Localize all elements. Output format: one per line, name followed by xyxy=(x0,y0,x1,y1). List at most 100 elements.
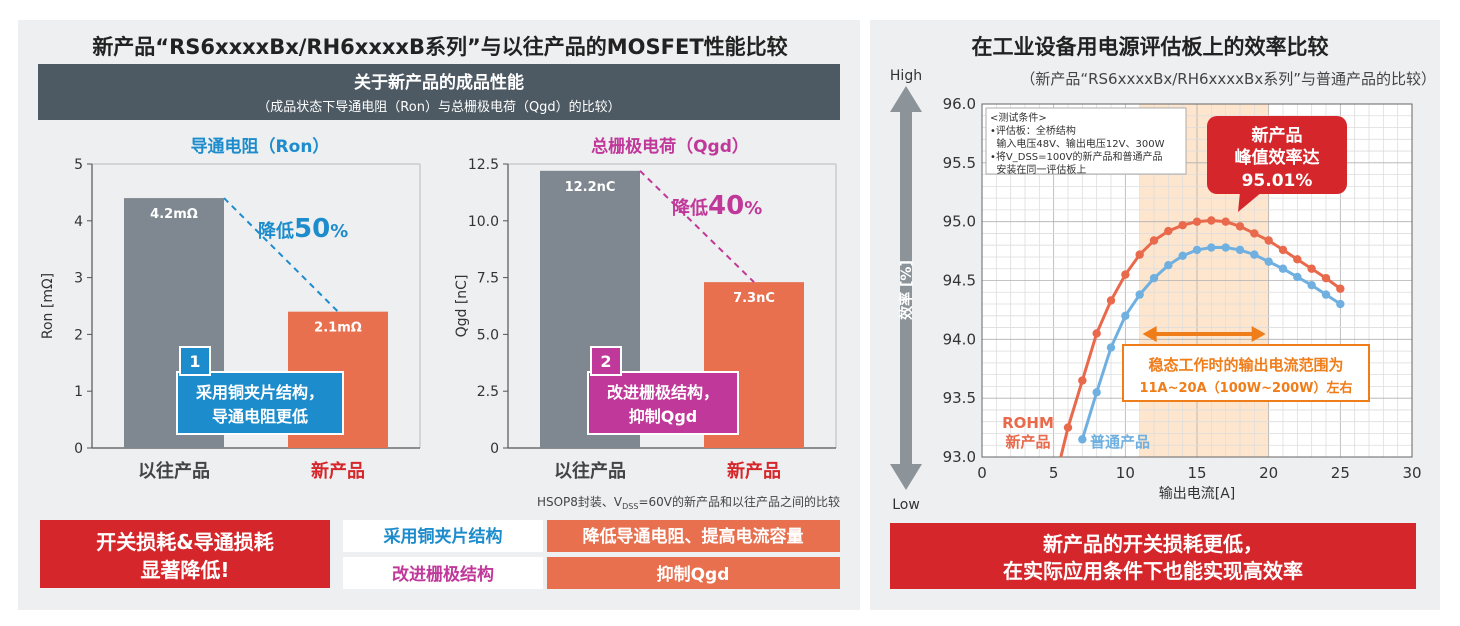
category-label: 以往产品 xyxy=(138,460,210,482)
data-point xyxy=(1264,236,1273,245)
ron-reduction-dash xyxy=(223,197,339,313)
y-tick-label: 96.0 xyxy=(943,95,976,113)
data-point xyxy=(1207,216,1216,225)
data-point xyxy=(1106,296,1116,305)
left-header-subtitle: （成品状态下导通电阻（Ron）与总栅极电荷（Qgd）的比较） xyxy=(257,99,620,115)
qgd-reduction-dash xyxy=(639,170,755,283)
data-point xyxy=(1192,245,1202,255)
ron-reduction-text: 降低50% xyxy=(258,214,348,244)
left-header-title: 关于新产品的成品性能 xyxy=(354,72,524,93)
data-point xyxy=(1092,329,1101,338)
data-point xyxy=(1207,243,1216,252)
data-point xyxy=(1078,376,1087,385)
data-point xyxy=(1221,217,1230,226)
efficiency-chart: 0 5 10 15 20 25 30 93.0 93.5 94.0 94.5 95.0 95.5 96.0… xyxy=(943,95,1422,502)
x-tick-label: 20 xyxy=(1259,464,1278,482)
summary-line-2: 显著降低! xyxy=(140,558,229,582)
left-header-bar xyxy=(38,64,840,120)
x-tick-label: 0 xyxy=(977,464,987,482)
badge-2-number-box xyxy=(590,346,622,376)
qgd-reduction-text: 降低40% xyxy=(672,191,762,221)
range-label-line-2: 11A~20A（100W~200W）左右 xyxy=(1139,380,1352,396)
x-tick-label: 15 xyxy=(1187,464,1206,482)
data-point xyxy=(1321,273,1331,283)
range-label-box xyxy=(1122,344,1370,402)
range-label-line-1: 稳态工作时的输出电流范围为 xyxy=(1148,356,1343,374)
x-tick-label: 5 xyxy=(1049,464,1059,482)
y-tick-label: 12.5 xyxy=(468,157,499,173)
data-point xyxy=(1178,251,1187,260)
data-point xyxy=(1135,290,1144,299)
data-point xyxy=(1164,261,1173,270)
feature-2-label-box xyxy=(343,557,543,589)
bar-value-label: 12.2nC xyxy=(565,180,616,195)
bar-value-label: 7.3nC xyxy=(733,291,775,306)
efficiency-double-arrow xyxy=(890,86,922,490)
conditions-line-5: 安装在同一评估板上 xyxy=(990,163,1086,176)
feature-1-label-box xyxy=(343,520,543,552)
data-point xyxy=(1293,255,1302,264)
rohm-series-label-1: ROHM xyxy=(1002,414,1054,432)
y-tick-label: 10.0 xyxy=(468,214,499,230)
data-point xyxy=(1106,343,1116,352)
right-subtitle: （新产品“RS6xxxxBx/RH6xxxxBx系列”与普通产品的比较） xyxy=(1020,70,1436,88)
badge-2-line-2: 抑制Qgd xyxy=(629,407,698,426)
peak-callout-line-1: 新产品 xyxy=(1252,125,1303,146)
data-point xyxy=(1235,222,1245,231)
y-tick-label: 3 xyxy=(74,271,83,287)
data-point xyxy=(1278,245,1288,255)
qgd-y-axis-label: Qgd [nC] xyxy=(454,275,470,338)
right-summary-line-2: 在实际应用条件下也能实现高效率 xyxy=(1003,559,1303,583)
peak-callout-pointer xyxy=(1238,192,1262,212)
data-point xyxy=(1178,220,1187,230)
arrow-low-label: Low xyxy=(892,497,920,513)
data-point xyxy=(1149,273,1159,283)
data-point xyxy=(1221,243,1230,252)
comparison-note: HSOP8封装、VDSS=60V的新产品和以往产品之间的比较 xyxy=(537,494,840,511)
y-tick-label: 0 xyxy=(74,441,83,457)
y-tick-label: 0 xyxy=(490,441,499,457)
summary-line-1: 开关损耗&导通损耗 xyxy=(96,530,273,554)
test-conditions-box xyxy=(985,107,1187,175)
range-arrow-right-head xyxy=(1251,326,1266,342)
y-tick-label: 93.0 xyxy=(943,448,976,466)
data-point xyxy=(1135,250,1144,259)
qgd-reduction-prefix: 降低 xyxy=(672,197,708,219)
data-point xyxy=(1235,245,1245,255)
peak-callout-box xyxy=(1207,116,1347,194)
peak-callout-line-3: 95.01% xyxy=(1242,171,1313,191)
right-title: 在工业设备用电源评估板上的效率比较 xyxy=(972,35,1329,59)
data-point xyxy=(1250,229,1259,238)
note-part-1: HSOP8封装、V xyxy=(537,495,623,509)
summary-red-box xyxy=(40,520,330,588)
note-part-2: =60V的新产品和以往产品之间的比较 xyxy=(638,494,840,509)
badge-1-line-2: 导通电阻更低 xyxy=(212,407,308,426)
x-tick-label: 25 xyxy=(1331,464,1350,482)
data-point xyxy=(1336,284,1345,293)
y-tick-label: 94.5 xyxy=(943,272,976,290)
conditions-line-3: 输入电压48V、输出电压12V、300W xyxy=(990,137,1165,150)
qgd-reduction-pct: 40 xyxy=(708,191,744,221)
bar-value-label: 2.1mΩ xyxy=(314,321,362,336)
right-summary-line-1: 新产品的开关损耗更低， xyxy=(1043,532,1263,556)
feature-1-label: 采用铜夹片结构 xyxy=(383,526,503,547)
qgd-chart: 总栅极电荷（Qgd） Qgd [nC] 0 2.5 5.0 7.5 10.0 12.5 1… xyxy=(454,136,837,482)
y-tick-label: 4 xyxy=(74,214,83,230)
data-point xyxy=(1063,423,1073,432)
badge-2-line-1: 改进栅极结构， xyxy=(607,383,719,402)
badge-2-number: 2 xyxy=(600,352,611,371)
left-title: 新产品“RS6xxxxBx/RH6xxxxB系列”与以往产品的MOSFET性能比… xyxy=(92,35,787,59)
y-tick-label: 93.5 xyxy=(943,389,976,407)
data-point xyxy=(1121,311,1130,320)
peak-callout-line-2: 峰值效率达 xyxy=(1235,147,1320,168)
feature-2-benefit: 抑制Qgd xyxy=(657,564,730,585)
y-tick-label: 2 xyxy=(74,327,83,343)
y-tick-label: 2.5 xyxy=(477,384,499,400)
badge-1-box xyxy=(176,371,344,435)
data-point xyxy=(1293,272,1302,282)
feature-1-benefit: 降低导通电阻、提高电流容量 xyxy=(583,526,804,547)
conditions-line-1: <测试条件> xyxy=(990,111,1047,124)
ron-chart: 导通电阻（Ron） Ron [mΩ] 0 1 2 3 4 5 4.2mΩ 以往产品 2.1mΩ… xyxy=(40,136,421,482)
feature-2-label: 改进栅极结构 xyxy=(392,564,494,585)
